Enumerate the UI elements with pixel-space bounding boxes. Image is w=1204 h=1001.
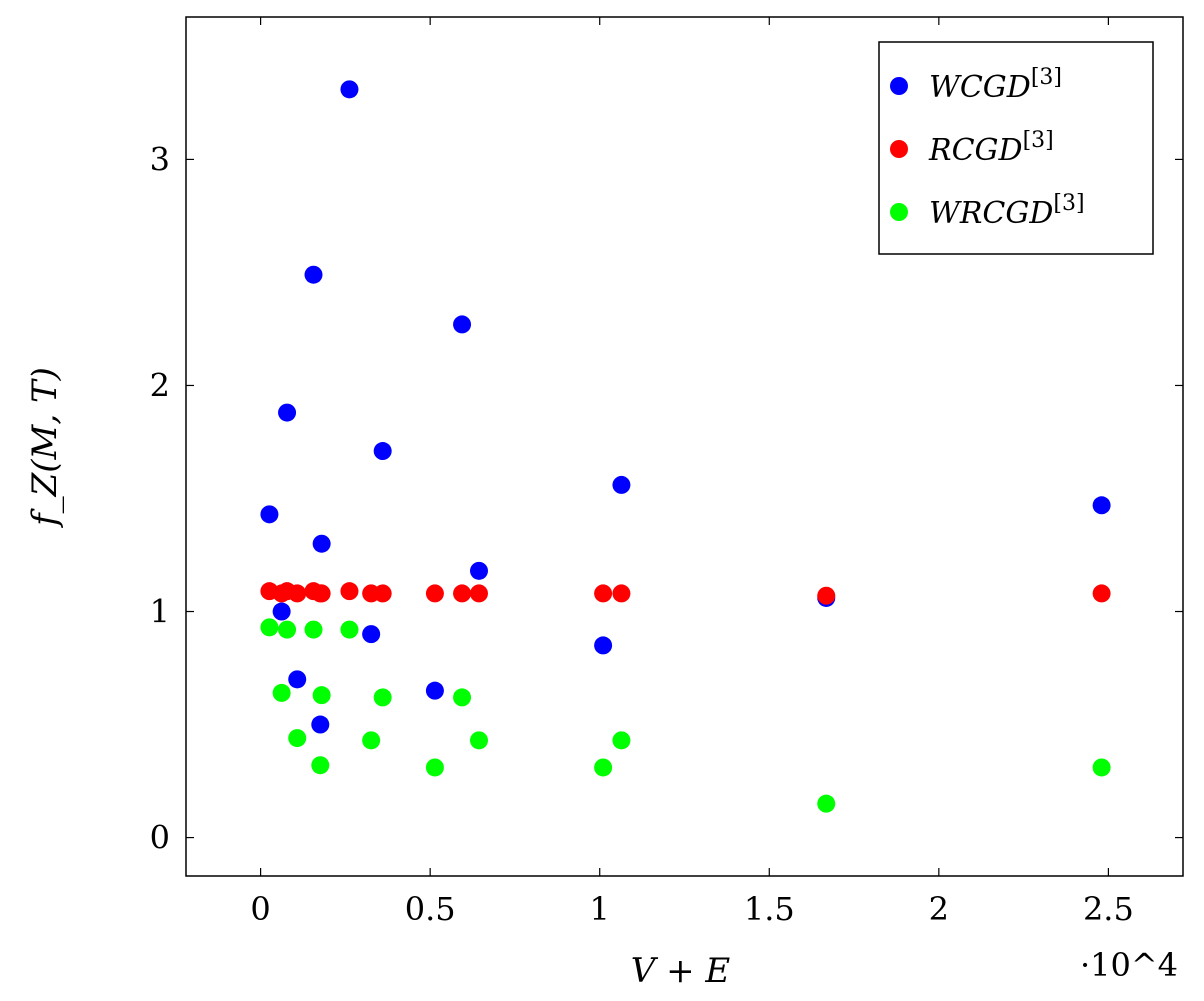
- series-wrcgd: [260, 618, 1111, 813]
- legend-entry: WRCGD[3]: [929, 191, 1085, 231]
- data-point: [272, 602, 291, 621]
- data-point: [312, 584, 331, 603]
- data-point: [340, 80, 359, 99]
- data-point: [612, 731, 631, 750]
- data-point: [312, 686, 331, 705]
- data-point: [594, 636, 613, 655]
- data-points: [260, 80, 1111, 813]
- data-point: [288, 670, 307, 689]
- y-tick-label: 3: [150, 140, 170, 178]
- legend-entry-name: WRCGD: [929, 196, 1053, 231]
- legend-entry-superscript: [3]: [1031, 65, 1062, 90]
- data-point: [1092, 496, 1111, 515]
- data-point: [453, 688, 472, 707]
- legend-entry: WCGD[3]: [929, 65, 1062, 105]
- data-point: [278, 403, 297, 422]
- x-tick-label: 0.5: [405, 890, 456, 928]
- data-point: [1092, 584, 1111, 603]
- legend-entry-superscript: [3]: [1023, 128, 1054, 153]
- plot-frame: [185, 16, 1184, 877]
- data-point: [469, 584, 488, 603]
- legend-box: [878, 41, 1154, 255]
- data-point: [340, 620, 359, 639]
- data-point: [612, 475, 631, 494]
- x-tick-label: 2.5: [1083, 890, 1134, 928]
- data-point: [311, 756, 330, 775]
- legend-entry-superscript: [3]: [1053, 191, 1084, 216]
- legend-entry: RCGD[3]: [928, 128, 1054, 168]
- data-point: [304, 620, 323, 639]
- data-point: [260, 505, 279, 524]
- data-point: [373, 584, 392, 603]
- data-point: [362, 731, 381, 750]
- data-point: [594, 584, 613, 603]
- x-tick-label: 0: [250, 890, 270, 928]
- data-point: [594, 758, 613, 777]
- x-tick-label: 1.5: [744, 890, 795, 928]
- data-point: [425, 681, 444, 700]
- legend-marker: [890, 77, 908, 95]
- y-tick-label: 1: [150, 593, 170, 631]
- data-point: [312, 534, 331, 553]
- data-point: [469, 561, 488, 580]
- data-point: [425, 758, 444, 777]
- x-axis-multiplier: ·10^4: [1080, 946, 1178, 984]
- data-point: [288, 584, 307, 603]
- data-point: [469, 731, 488, 750]
- data-point: [1092, 758, 1111, 777]
- legend-entry-name: WCGD: [929, 70, 1031, 105]
- data-point: [373, 442, 392, 461]
- data-point: [817, 794, 836, 813]
- data-point: [304, 265, 323, 284]
- data-point: [272, 683, 291, 702]
- data-point: [362, 625, 381, 644]
- legend-entry-name: RCGD: [928, 133, 1023, 168]
- data-point: [373, 688, 392, 707]
- plot-border: [185, 16, 1184, 877]
- axis-labels: V + E f_Z(M, T) ·10^4: [25, 367, 1178, 991]
- data-point: [453, 315, 472, 334]
- data-point: [288, 729, 307, 748]
- x-axis-label: V + E: [631, 951, 731, 991]
- legend: WCGD[3]RCGD[3]WRCGD[3]: [878, 41, 1154, 255]
- data-point: [278, 620, 297, 639]
- y-axis-label: f_Z(M, T): [25, 367, 65, 529]
- y-tick-label: 0: [150, 819, 170, 857]
- data-point: [453, 584, 472, 603]
- legend-marker: [890, 203, 908, 221]
- data-point: [612, 584, 631, 603]
- data-point: [311, 715, 330, 734]
- x-tick-label: 2: [929, 890, 949, 928]
- data-point: [425, 584, 444, 603]
- data-point: [817, 586, 836, 605]
- data-point: [340, 582, 359, 601]
- series-rcgd: [260, 582, 1111, 605]
- x-tick-label: 1: [590, 890, 610, 928]
- y-tick-label: 2: [150, 366, 170, 404]
- data-point: [260, 618, 279, 637]
- axis-ticks: 0 0.5 1 1.5 2 2.5 0 1 2 3: [150, 17, 1183, 928]
- legend-marker: [890, 140, 908, 158]
